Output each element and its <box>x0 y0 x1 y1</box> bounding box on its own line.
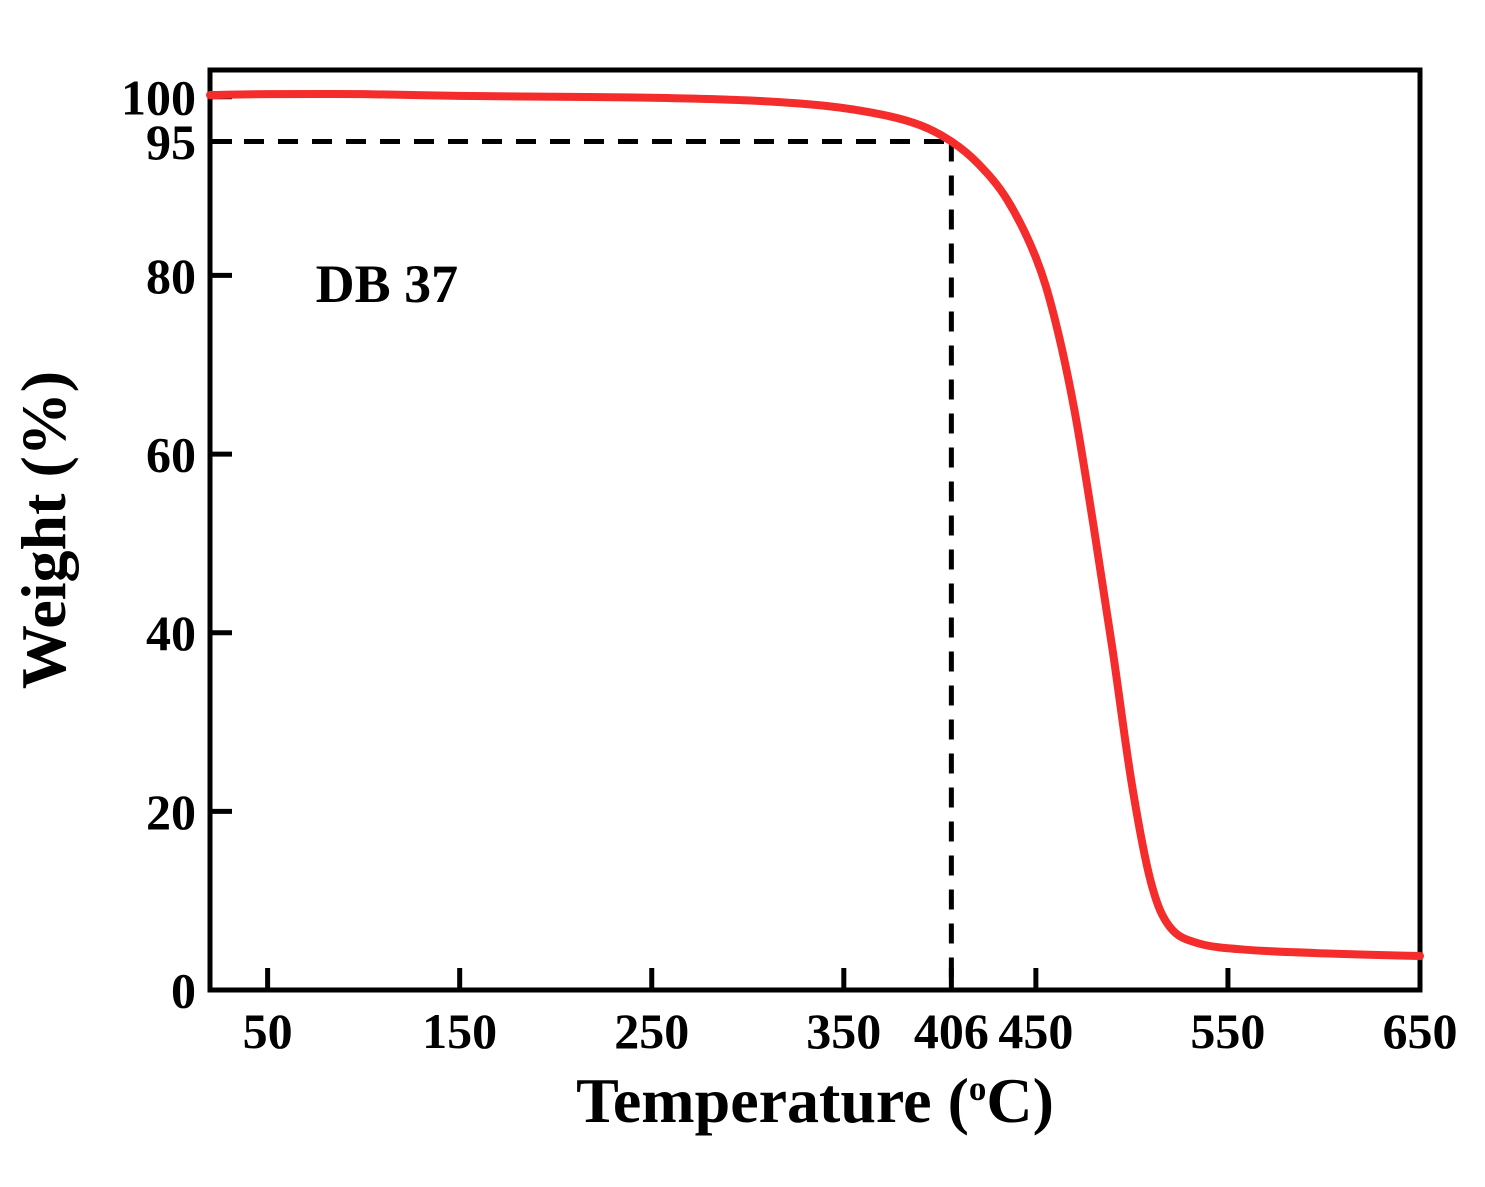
x-tick-label: 350 <box>806 1003 881 1059</box>
y-tick-labels: 02040608095100 <box>121 69 196 1018</box>
x-tick-label: 550 <box>1190 1003 1265 1059</box>
y-tick-label: 80 <box>146 248 196 304</box>
y-tick-label: 0 <box>171 963 196 1019</box>
y-tick-label: 40 <box>146 605 196 661</box>
x-tick-label: 50 <box>243 1003 293 1059</box>
series-label: DB 37 <box>316 254 459 314</box>
series-line <box>210 94 1420 956</box>
y-tick-label: 20 <box>146 784 196 840</box>
x-tick-label: 650 <box>1383 1003 1458 1059</box>
chart-svg: DB 37 50150250350406450550650 0204060809… <box>0 0 1485 1187</box>
x-tick-labels: 50 150 250 350 406450 550 650 <box>243 1003 1458 1059</box>
x-ticks <box>268 968 1420 990</box>
x-tick-label: 450 <box>998 1003 1073 1059</box>
y-axis-label: Weight (%) <box>8 371 79 689</box>
y-ticks <box>210 97 232 990</box>
y-tick-label: 100 <box>121 69 196 125</box>
tga-chart: DB 37 50150250350406450550650 0204060809… <box>0 0 1485 1187</box>
x-axis-label: Temperature (oC) <box>576 1065 1054 1136</box>
y-tick-label: 60 <box>146 427 196 483</box>
plot-border <box>210 70 1420 990</box>
x-tick-label: 150 <box>422 1003 497 1059</box>
x-tick-label: 250 <box>614 1003 689 1059</box>
x-tick-label: 406 <box>914 1003 989 1059</box>
